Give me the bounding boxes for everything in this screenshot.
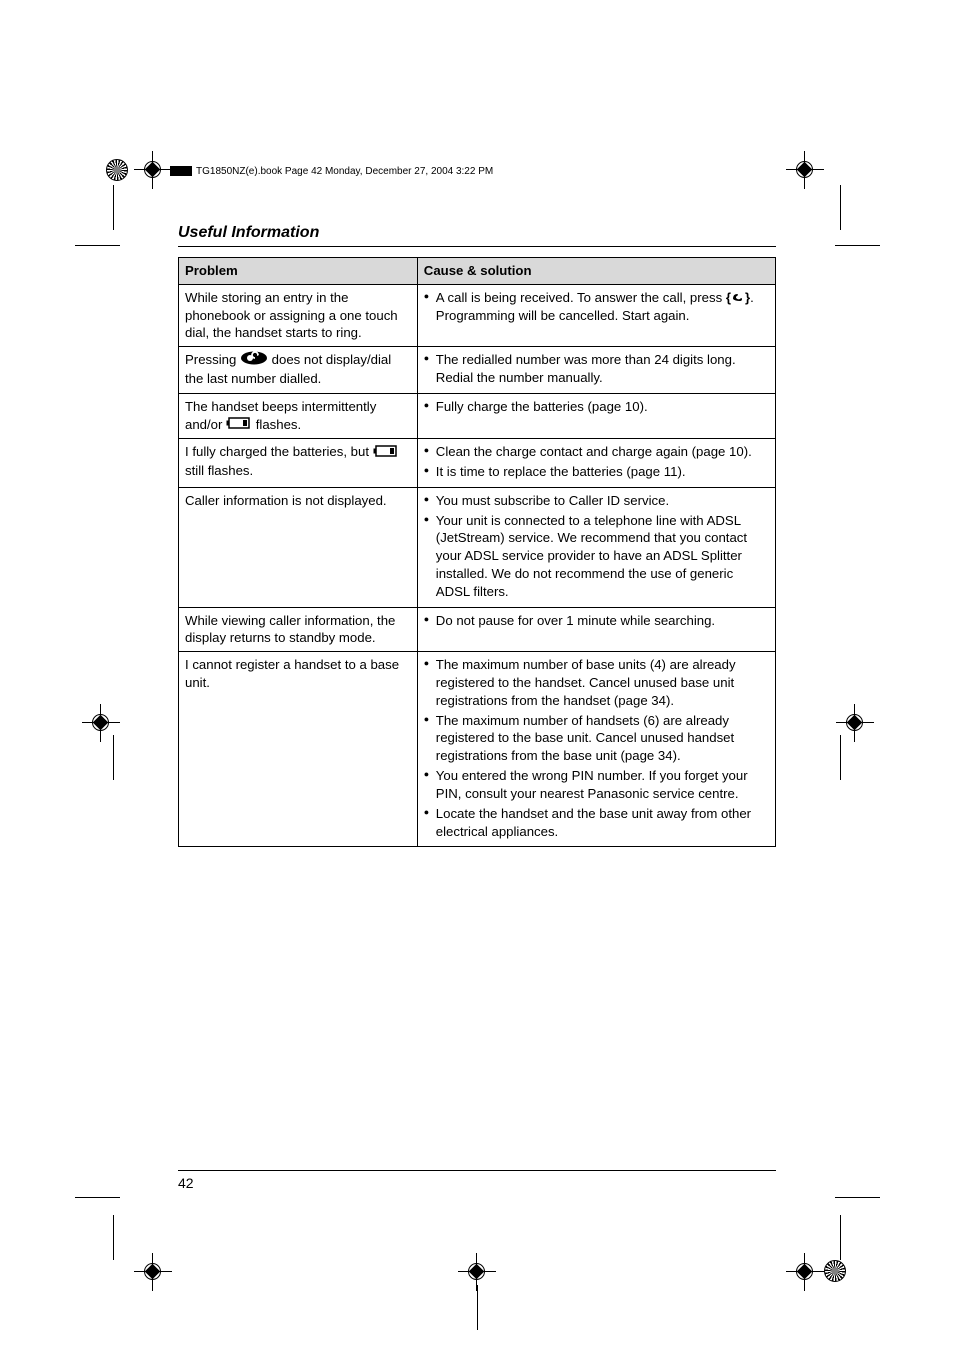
solution-item: The maximum number of handsets (6) are a…	[424, 712, 769, 765]
registration-mark-icon	[792, 157, 818, 183]
table-row: While storing an entry in the phonebook …	[179, 284, 776, 346]
problem-cell: While storing an entry in the phonebook …	[179, 284, 418, 346]
problem-cell: I fully charged the batteries, but still…	[179, 439, 418, 488]
col-header-problem: Problem	[179, 258, 418, 285]
registration-mark-icon	[842, 710, 868, 736]
table-row: I fully charged the batteries, but still…	[179, 439, 776, 488]
battery-icon	[373, 444, 399, 462]
problem-text: still flashes.	[185, 463, 253, 478]
crop-line-icon	[113, 1215, 114, 1260]
crop-line-icon	[840, 735, 841, 780]
registration-mark-icon	[464, 1259, 490, 1285]
solution-item: Locate the handset and the base unit awa…	[424, 805, 769, 841]
registration-mark-icon	[88, 710, 114, 736]
section-title: Useful Information	[178, 224, 776, 247]
crop-line-icon	[113, 735, 114, 780]
problem-text: flashes.	[252, 417, 301, 432]
table-row: Pressing does not display/dial the last …	[179, 347, 776, 394]
problem-cell: Caller information is not displayed.	[179, 487, 418, 607]
registration-mark-icon	[140, 1259, 166, 1285]
crop-line-icon	[835, 245, 880, 246]
table-row: I cannot register a handset to a base un…	[179, 652, 776, 847]
solution-item: Fully charge the batteries (page 10).	[424, 398, 769, 416]
registration-mark-icon	[792, 1259, 818, 1285]
crop-line-icon	[840, 185, 841, 230]
problem-text: I fully charged the batteries, but	[185, 444, 373, 459]
crop-line-icon	[835, 1197, 880, 1198]
solution-item: Your unit is connected to a telephone li…	[424, 512, 769, 601]
problem-cell: The handset beeps intermittently and/or …	[179, 393, 418, 438]
cause-cell: A call is being received. To answer the …	[417, 284, 775, 346]
cause-cell: You must subscribe to Caller ID service.…	[417, 487, 775, 607]
header-bar-icon	[170, 166, 192, 176]
registration-mark-icon	[140, 157, 166, 183]
troubleshooting-table: Problem Cause & solution While storing a…	[178, 257, 776, 847]
solution-item: The maximum number of base units (4) are…	[424, 656, 769, 709]
solution-item: Clean the charge contact and charge agai…	[424, 443, 769, 461]
solution-item: A call is being received. To answer the …	[424, 289, 769, 325]
problem-cell: Pressing does not display/dial the last …	[179, 347, 418, 394]
problem-cell: While viewing caller information, the di…	[179, 607, 418, 652]
header-text: 1850NZ(e).book Page 42 Monday, December …	[210, 166, 493, 177]
book-header-line: TG1850NZ(e).book Page 42 Monday, Decembe…	[170, 166, 493, 177]
cause-cell: The maximum number of base units (4) are…	[417, 652, 775, 847]
solution-item: Do not pause for over 1 minute while sea…	[424, 612, 769, 630]
problem-text: Pressing	[185, 352, 240, 367]
problem-cell: I cannot register a handset to a base un…	[179, 652, 418, 847]
crop-line-icon	[113, 185, 114, 230]
solution-item: It is time to replace the batteries (pag…	[424, 463, 769, 481]
header-prefix: TG	[196, 166, 210, 177]
crop-mark-icon	[106, 159, 128, 181]
page-number: 42	[178, 1170, 776, 1191]
col-header-cause: Cause & solution	[417, 258, 775, 285]
solution-item: You must subscribe to Caller ID service.	[424, 492, 769, 510]
crop-line-icon	[477, 1285, 478, 1330]
crop-mark-icon	[824, 1260, 846, 1282]
cause-cell: Do not pause for over 1 minute while sea…	[417, 607, 775, 652]
solution-item: You entered the wrong PIN number. If you…	[424, 767, 769, 803]
crop-line-icon	[840, 1215, 841, 1260]
crop-line-icon	[75, 245, 120, 246]
solution-item: The redialled number was more than 24 di…	[424, 351, 769, 387]
crop-line-icon	[75, 1197, 120, 1198]
talk-key-icon: {}	[726, 289, 750, 307]
cause-cell: The redialled number was more than 24 di…	[417, 347, 775, 394]
table-row: While viewing caller information, the di…	[179, 607, 776, 652]
cause-cell: Clean the charge contact and charge agai…	[417, 439, 775, 488]
table-row: Caller information is not displayed. You…	[179, 487, 776, 607]
redial-icon	[240, 351, 268, 370]
battery-icon	[226, 416, 252, 434]
table-row: The handset beeps intermittently and/or …	[179, 393, 776, 438]
cause-cell: Fully charge the batteries (page 10).	[417, 393, 775, 438]
